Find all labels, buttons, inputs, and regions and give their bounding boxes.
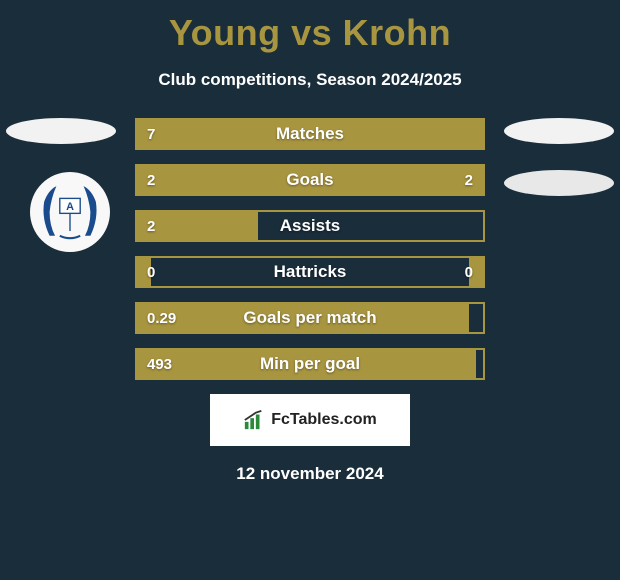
stat-row: 7Matches (135, 118, 485, 150)
stat-bars: 7Matches 22Goals 2Assists 00Hattricks 0.29Go… (0, 118, 620, 380)
stat-row: 0.29Goals per match (135, 302, 485, 334)
stat-row: 493Min per goal (135, 348, 485, 380)
right-player-slot-2 (504, 170, 614, 196)
date-label: 12 november 2024 (0, 464, 620, 484)
stat-label: Matches (137, 120, 483, 148)
stat-row: 00Hattricks (135, 256, 485, 288)
fctables-logo-icon (243, 409, 265, 431)
fctables-attribution: FcTables.com (210, 394, 410, 446)
comparison-area: A 7Matches 22Goals 2Assists 00Hattricks 0.29… (0, 118, 620, 380)
club-badge-icon: A (36, 178, 104, 246)
fctables-label: FcTables.com (271, 411, 377, 429)
stat-label: Hattricks (137, 258, 483, 286)
stat-label: Assists (137, 212, 483, 240)
stat-label: Goals per match (137, 304, 483, 332)
club-badge: A (30, 172, 110, 252)
subtitle: Club competitions, Season 2024/2025 (0, 70, 620, 90)
stat-label: Min per goal (137, 350, 483, 378)
left-player-slot (6, 118, 116, 144)
stat-label: Goals (137, 166, 483, 194)
stat-row: 2Assists (135, 210, 485, 242)
page-title: Young vs Krohn (0, 0, 620, 54)
svg-text:A: A (66, 201, 74, 213)
right-player-slot-1 (504, 118, 614, 144)
stat-row: 22Goals (135, 164, 485, 196)
